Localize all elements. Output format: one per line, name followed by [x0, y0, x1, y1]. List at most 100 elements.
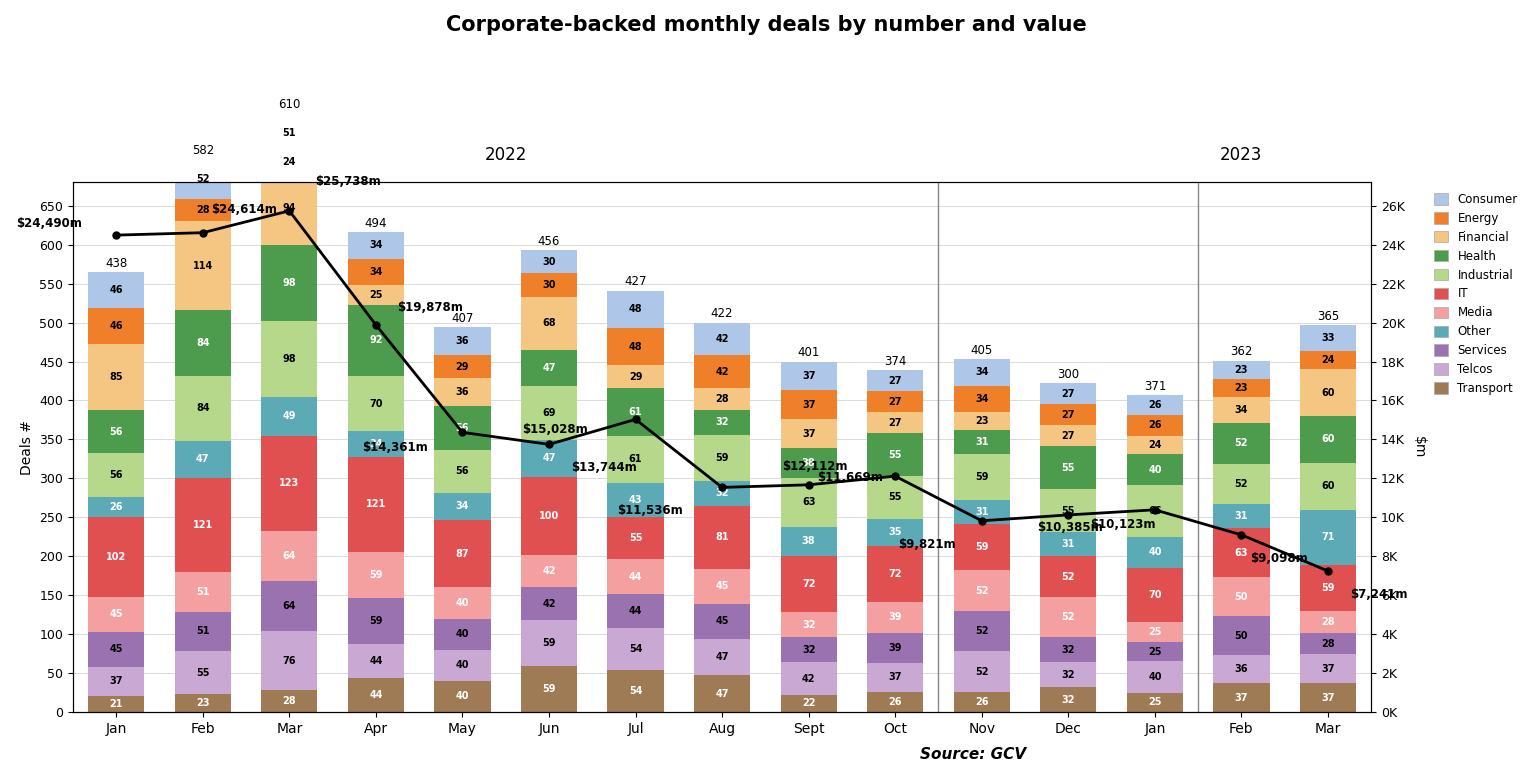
- Text: 59: 59: [975, 472, 989, 482]
- Text: $14,361m: $14,361m: [362, 441, 428, 454]
- Bar: [261, 152, 317, 171]
- Bar: [1041, 447, 1096, 489]
- Bar: [175, 200, 231, 221]
- Bar: [175, 478, 231, 572]
- Bar: [261, 171, 317, 245]
- Bar: [87, 497, 144, 517]
- Text: 40: 40: [455, 629, 469, 639]
- Bar: [1213, 577, 1269, 616]
- Bar: [261, 321, 317, 397]
- Text: 427: 427: [624, 276, 647, 288]
- Bar: [348, 305, 405, 376]
- Text: 55: 55: [889, 450, 901, 460]
- Text: 37: 37: [1321, 693, 1335, 703]
- Text: 37: 37: [802, 371, 816, 381]
- Text: 31: 31: [1061, 539, 1075, 550]
- Text: 47: 47: [716, 689, 728, 699]
- Text: 26: 26: [1148, 420, 1162, 430]
- Text: 55: 55: [1061, 505, 1075, 515]
- Text: 40: 40: [1148, 464, 1162, 474]
- Bar: [87, 632, 144, 667]
- Text: 123: 123: [279, 478, 299, 488]
- Bar: [348, 552, 405, 598]
- Text: 25: 25: [1148, 697, 1162, 707]
- Text: 69: 69: [543, 409, 556, 418]
- Text: 40: 40: [1148, 672, 1162, 682]
- Bar: [954, 651, 1010, 692]
- Text: 51: 51: [196, 587, 210, 597]
- Text: 48: 48: [629, 341, 642, 351]
- Text: 32: 32: [716, 417, 728, 427]
- Text: 34: 34: [975, 368, 989, 378]
- Text: 365: 365: [1317, 310, 1340, 323]
- Text: 27: 27: [889, 396, 901, 406]
- Bar: [607, 388, 664, 436]
- Text: 59: 59: [543, 638, 556, 648]
- Text: 59: 59: [543, 684, 556, 694]
- Text: $10,385m: $10,385m: [1038, 521, 1102, 534]
- Bar: [780, 557, 837, 612]
- Text: 55: 55: [1061, 463, 1075, 473]
- Text: 52: 52: [1234, 438, 1248, 448]
- Text: 37: 37: [802, 429, 816, 439]
- Bar: [694, 388, 750, 409]
- Text: 72: 72: [889, 569, 901, 579]
- Bar: [694, 569, 750, 604]
- Text: 54: 54: [629, 644, 642, 654]
- Text: 45: 45: [109, 609, 123, 619]
- Bar: [348, 232, 405, 259]
- Text: 49: 49: [282, 412, 296, 421]
- Bar: [434, 519, 491, 587]
- Text: 46: 46: [109, 320, 123, 330]
- Bar: [1127, 395, 1183, 416]
- Text: 84: 84: [196, 403, 210, 413]
- Bar: [1300, 325, 1357, 351]
- Bar: [1127, 662, 1183, 693]
- Bar: [1041, 597, 1096, 637]
- Text: 81: 81: [716, 533, 728, 542]
- Bar: [954, 385, 1010, 412]
- Bar: [607, 365, 664, 388]
- Text: 47: 47: [196, 454, 210, 464]
- Bar: [954, 570, 1010, 611]
- Bar: [780, 663, 837, 695]
- Text: 100: 100: [540, 511, 560, 521]
- Text: 37: 37: [1321, 664, 1335, 674]
- Bar: [1300, 654, 1357, 683]
- Bar: [954, 359, 1010, 385]
- Bar: [694, 409, 750, 435]
- Bar: [261, 531, 317, 581]
- Bar: [694, 639, 750, 676]
- Bar: [521, 666, 576, 712]
- Bar: [261, 245, 317, 321]
- Text: 39: 39: [889, 642, 901, 652]
- Bar: [87, 597, 144, 632]
- Text: 42: 42: [716, 367, 728, 377]
- Legend: Consumer, Energy, Financial, Health, Industrial, IT, Media, Other, Services, Tel: Consumer, Energy, Financial, Health, Ind…: [1429, 188, 1522, 399]
- Bar: [1300, 565, 1357, 611]
- Text: 52: 52: [1061, 571, 1075, 581]
- Text: 401: 401: [797, 346, 820, 359]
- Text: 59: 59: [716, 453, 728, 463]
- Text: 371: 371: [1144, 380, 1167, 392]
- Text: 71: 71: [1321, 533, 1335, 542]
- Text: 36: 36: [455, 336, 469, 346]
- Bar: [694, 323, 750, 355]
- Bar: [87, 696, 144, 712]
- Text: 70: 70: [369, 399, 383, 409]
- Bar: [1213, 528, 1269, 577]
- Text: 610: 610: [277, 98, 300, 111]
- Text: 47: 47: [716, 652, 728, 662]
- Bar: [954, 500, 1010, 524]
- Bar: [521, 587, 576, 620]
- Text: 456: 456: [538, 235, 560, 248]
- Bar: [348, 285, 405, 305]
- Bar: [87, 344, 144, 409]
- Bar: [868, 476, 923, 519]
- Bar: [348, 598, 405, 643]
- Y-axis label: Deals #: Deals #: [20, 420, 34, 474]
- Text: 2023: 2023: [1220, 146, 1263, 164]
- Bar: [1127, 693, 1183, 712]
- Text: 27: 27: [1061, 410, 1075, 420]
- Text: 27: 27: [889, 418, 901, 428]
